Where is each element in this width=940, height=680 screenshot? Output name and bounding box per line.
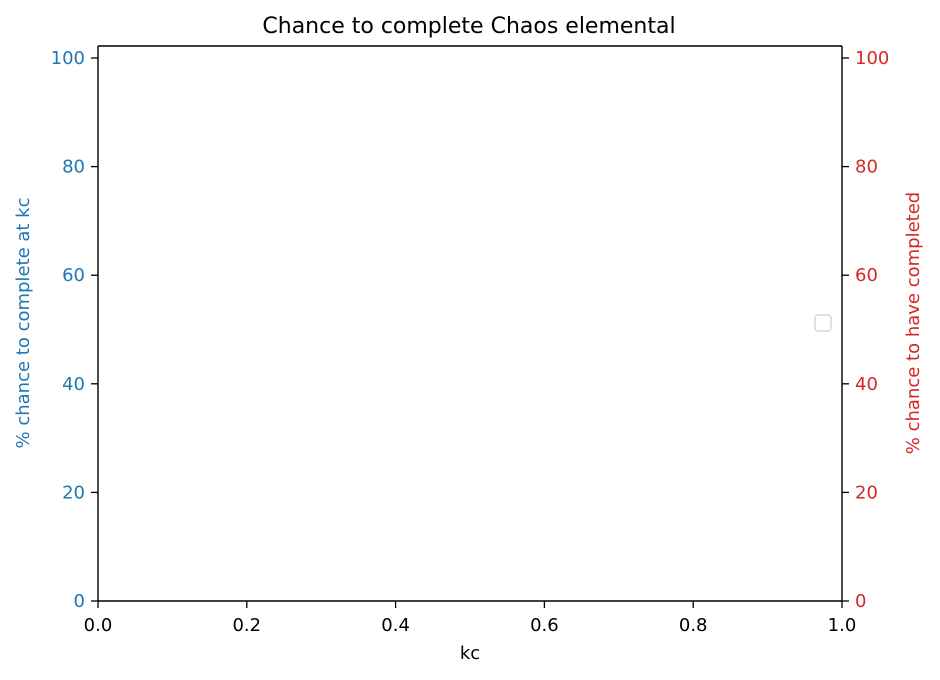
y-axis-left-label: % chance to complete at kc — [13, 198, 34, 449]
y-right-tick-label: 60 — [855, 265, 878, 286]
y-left-tick-label: 100 — [51, 48, 85, 69]
x-axis-ticks: 0.0 0.2 0.4 0.6 0.8 1.0 — [84, 601, 857, 636]
y-right-tick-label: 40 — [855, 374, 878, 395]
x-tick-label: 0.8 — [679, 615, 708, 636]
x-axis-label: kc — [460, 643, 480, 664]
y-axis-left-ticks: 0 20 40 60 80 100 — [51, 48, 98, 612]
x-tick-label: 0.4 — [381, 615, 410, 636]
y-left-tick-label: 0 — [74, 591, 85, 612]
x-tick-label: 0.6 — [530, 615, 559, 636]
y-right-tick-label: 20 — [855, 482, 878, 503]
y-left-tick-label: 40 — [62, 374, 85, 395]
plot-area — [97, 45, 843, 602]
y-axis-right-ticks: 0 20 40 60 80 100 — [842, 48, 889, 612]
y-left-tick-label: 20 — [62, 482, 85, 503]
x-tick-label: 0.0 — [84, 615, 113, 636]
y-right-tick-label: 0 — [855, 591, 866, 612]
y-axis-right-label: % chance to have completed — [903, 192, 924, 454]
x-tick-label: 1.0 — [828, 615, 857, 636]
y-right-tick-label: 80 — [855, 157, 878, 178]
y-left-tick-label: 80 — [62, 157, 85, 178]
y-right-tick-label: 100 — [855, 48, 889, 69]
y-left-tick-label: 60 — [62, 265, 85, 286]
legend-box — [814, 314, 832, 332]
x-tick-label: 0.2 — [232, 615, 261, 636]
chart-title: Chance to complete Chaos elemental — [262, 14, 675, 39]
